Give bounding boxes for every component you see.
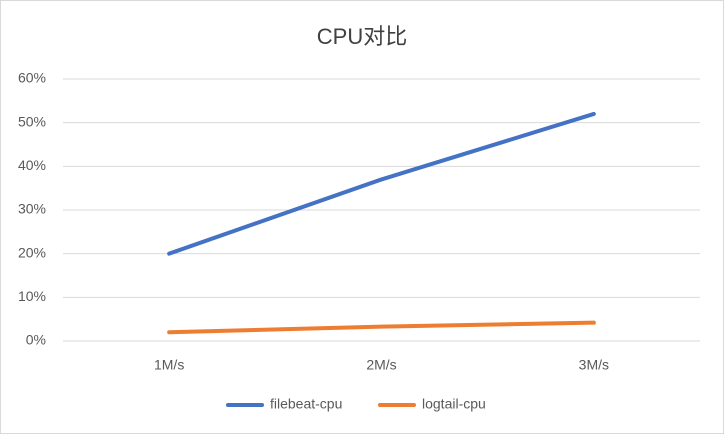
x-tick-label: 3M/s [579,357,609,373]
y-tick-label: 10% [18,288,46,304]
x-tick-label: 2M/s [366,357,396,373]
legend-label: logtail-cpu [422,396,486,412]
y-tick-label: 60% [18,70,46,86]
y-tick-label: 40% [18,157,46,173]
chart-title: CPU对比 [317,24,407,49]
y-tick-label: 50% [18,113,46,129]
y-tick-label: 30% [18,201,46,217]
legend-label: filebeat-cpu [270,396,342,412]
series-line [167,111,596,256]
y-tick-label: 0% [26,332,46,348]
y-tick-label: 20% [18,244,46,260]
x-tick-label: 1M/s [154,357,184,373]
series-line [167,320,596,335]
